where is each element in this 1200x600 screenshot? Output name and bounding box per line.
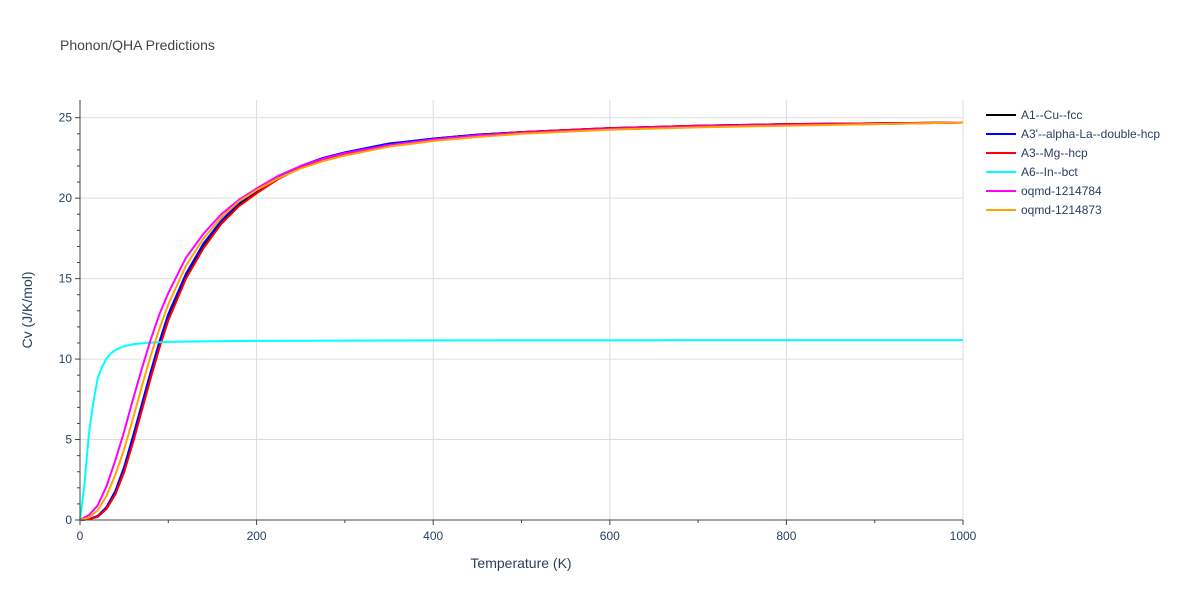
y-tick-label: 20 <box>59 191 73 205</box>
y-axis-ticks: 0 5 10 15 20 25 <box>59 100 81 527</box>
x-tick-label: 600 <box>600 529 620 543</box>
y-tick-label: 25 <box>59 111 73 125</box>
legend-item[interactable]: A3'--alpha-La--double-hcp <box>986 127 1160 141</box>
legend[interactable]: A1--Cu--fcc A3'--alpha-La--double-hcp A3--… <box>986 108 1160 217</box>
x-axis-ticks: 0 200 400 600 800 1000 <box>77 519 977 543</box>
grid <box>80 100 964 520</box>
legend-item[interactable]: A3--Mg--hcp <box>986 146 1088 160</box>
y-tick-label: 15 <box>59 272 73 286</box>
legend-label: A3--Mg--hcp <box>1021 146 1088 160</box>
legend-label: A3'--alpha-La--double-hcp <box>1021 127 1160 141</box>
x-tick-label: 800 <box>776 529 796 543</box>
x-axis-title: Temperature (K) <box>470 555 571 571</box>
legend-item[interactable]: oqmd-1214873 <box>986 203 1102 217</box>
y-tick-label: 5 <box>65 433 72 447</box>
y-tick-label: 0 <box>65 513 72 527</box>
x-tick-label: 1000 <box>950 529 977 543</box>
legend-label: oqmd-1214784 <box>1021 184 1102 198</box>
legend-item[interactable]: A6--In--bct <box>986 165 1078 179</box>
legend-item[interactable]: A1--Cu--fcc <box>986 108 1082 122</box>
series-layer <box>79 121 964 521</box>
y-axis-title: Cv (J/K/mol) <box>19 272 35 349</box>
x-tick-label: 200 <box>247 529 267 543</box>
chart-title: Phonon/QHA Predictions <box>60 37 215 53</box>
x-tick-label: 0 <box>77 529 84 543</box>
legend-label: oqmd-1214873 <box>1021 203 1102 217</box>
legend-label: A1--Cu--fcc <box>1021 108 1082 122</box>
x-tick-label: 400 <box>423 529 443 543</box>
legend-label: A6--In--bct <box>1021 165 1078 179</box>
series-line-3[interactable] <box>79 339 963 521</box>
legend-item[interactable]: oqmd-1214784 <box>986 184 1102 198</box>
series-line-5[interactable] <box>79 121 964 521</box>
y-tick-label: 10 <box>59 352 73 366</box>
